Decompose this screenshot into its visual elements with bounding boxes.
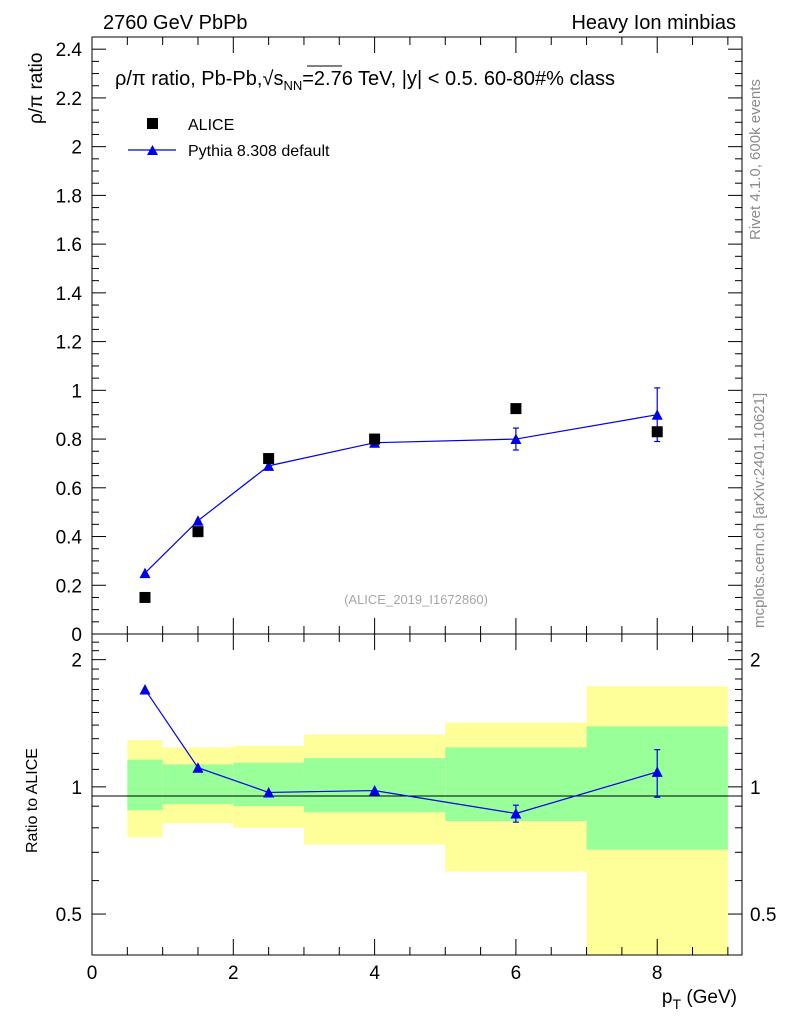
main-y-tick-label: 0.8 — [56, 430, 82, 451]
pythia-point — [139, 567, 151, 579]
x-axis-label-sub: T — [672, 996, 681, 1012]
ratio-y-tick-label: 0.5 — [56, 905, 82, 926]
legend-pythia-marker — [147, 145, 158, 155]
main-y-tick-label: 1.2 — [56, 333, 82, 354]
alice-point — [510, 403, 522, 415]
ratio-point — [263, 786, 275, 798]
ratio-band-inner — [127, 759, 163, 811]
main-panel: 0 0.2 0.4 0.6 0.8 1 1.2 1.4 1.6 1.8 2 2.2 2.4 ρ/π ra… — [26, 36, 743, 646]
pythia-point — [263, 460, 275, 471]
ratio-point — [510, 807, 522, 819]
header-right: Heavy Ion minbias — [571, 12, 736, 34]
x-tick-label: 2 — [228, 963, 239, 984]
pythia-point — [651, 409, 663, 420]
x-axis-label: pT (GeV) — [662, 987, 737, 1012]
main-x-ticks — [91, 37, 729, 634]
main-marks — [139, 387, 663, 603]
ratio-marks — [139, 683, 663, 823]
header-left: 2760 GeV PbPb — [103, 12, 248, 34]
pythia-point — [192, 515, 204, 526]
main-y-tick-label: 1.8 — [56, 186, 82, 207]
alice-point — [139, 591, 151, 603]
ratio-band-inner — [233, 762, 304, 807]
chart-title-pre: ρ/π ratio, Pb-Pb, — [115, 68, 262, 90]
ratio-line — [144, 689, 658, 815]
ratio-y-tick-label-right: 2 — [750, 651, 761, 672]
legend-alice-marker — [147, 118, 158, 129]
ratio-y-tick-label-right: 1 — [750, 778, 761, 799]
chart-title-s: s — [273, 68, 283, 90]
ratio-y-tick-label-right: 0.5 — [750, 905, 776, 926]
chart-title: ρ/π ratio, Pb-Pb,√sNN=2.76 TeV, |y| < 0.… — [115, 68, 615, 93]
ratio-point — [651, 766, 663, 777]
main-y-tick-label: 2.4 — [56, 40, 83, 61]
legend-pythia-label: Pythia 8.308 default — [188, 143, 330, 160]
main-y-tick-label: 2.2 — [56, 89, 82, 110]
alice-point — [192, 526, 204, 538]
ratio-frame — [91, 633, 743, 956]
x-axis-label-p: p — [662, 987, 673, 1008]
ratio-panel: 0.5 0.5 1 1 2 2 0 2 4 6 8 Ratio to ALICE pT (GeV) — [24, 633, 776, 1012]
analysis-watermark: (ALICE_2019_I1672860) — [344, 592, 488, 607]
main-y-tick-label: 0.6 — [56, 479, 82, 500]
pythia-line — [144, 414, 658, 574]
ratio-x-ticks: 0 2 4 6 8 — [87, 634, 729, 984]
ratio-bands — [127, 686, 728, 955]
alice-point — [369, 433, 381, 445]
chart-title-post: =2.76 TeV, |y| < 0.5. 60-80#% class — [302, 68, 615, 90]
chart-title-nn: NN — [283, 78, 302, 93]
main-y-tick-label: 1.6 — [56, 235, 82, 256]
ratio-point — [192, 762, 204, 773]
ratio-point — [369, 785, 381, 796]
alice-point — [263, 453, 275, 465]
legend-alice-label: ALICE — [188, 117, 234, 134]
main-y-ticks: 0 0.2 0.4 0.6 0.8 1 1.2 1.4 1.6 1.8 2 2.2 2.4 — [56, 36, 742, 646]
main-y-label: ρ/π ratio — [26, 53, 47, 124]
main-y-tick-label: 2 — [71, 138, 82, 159]
x-tick-label: 4 — [369, 963, 380, 984]
main-y-tick-label: 0.2 — [56, 576, 82, 597]
main-y-tick-label: 0.4 — [56, 528, 83, 549]
mcplots-label: mcplots.cern.ch [arXiv:2401.10621] — [751, 393, 768, 628]
chart-title-sqrt: √ — [262, 68, 273, 90]
pythia-point — [510, 433, 522, 445]
x-tick-label: 8 — [652, 963, 663, 984]
rivet-label: Rivet 4.1.0, 600k events — [747, 79, 764, 240]
x-tick-label: 6 — [511, 963, 522, 984]
x-axis-label-unit: (GeV) — [681, 987, 737, 1008]
x-tick-label: 0 — [87, 963, 98, 984]
ratio-y-label: Ratio to ALICE — [24, 748, 41, 853]
ratio-y-tick-label: 2 — [71, 651, 82, 672]
ratio-point — [139, 683, 151, 695]
main-y-tick-label: 1 — [71, 381, 82, 402]
alice-point — [651, 426, 663, 438]
main-y-tick-label: 0 — [71, 625, 82, 646]
main-y-tick-label: 1.4 — [56, 284, 83, 305]
ratio-y-tick-label: 1 — [71, 778, 82, 799]
ratio-y-ticks: 0.5 0.5 1 1 2 2 — [56, 641, 776, 926]
